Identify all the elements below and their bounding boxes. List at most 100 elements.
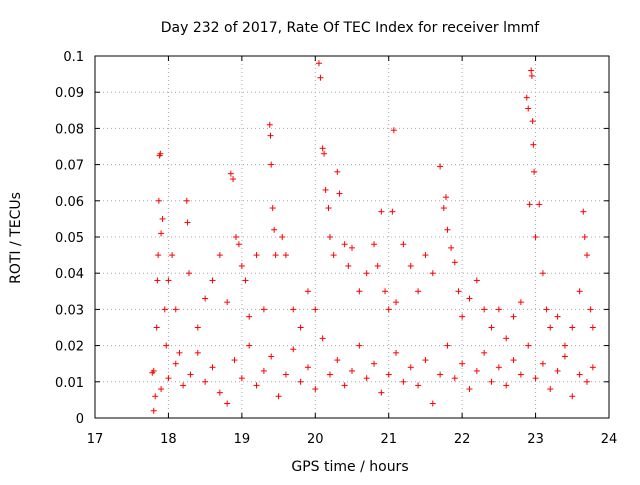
data-point: [253, 252, 260, 259]
data-point: [523, 94, 530, 101]
data-point: [202, 378, 209, 385]
y-tick-label: 0: [76, 412, 84, 427]
data-point: [569, 324, 576, 331]
data-point: [451, 259, 458, 266]
data-point: [536, 201, 543, 208]
data-point: [437, 163, 444, 170]
x-tick-label: 21: [380, 432, 397, 447]
data-point: [440, 205, 447, 212]
x-tick-labels: 17 18 19 20 21 22 23 24: [87, 432, 618, 447]
data-point: [503, 335, 510, 342]
y-axis-label: ROTI / TECUs: [8, 192, 24, 284]
chart-title: Day 232 of 2017, Rate Of TEC Index for r…: [161, 20, 541, 36]
data-point: [275, 393, 282, 400]
data-point: [158, 386, 165, 393]
x-tick-label: 20: [307, 432, 324, 447]
data-point: [580, 208, 587, 215]
data-point: [161, 306, 168, 313]
data-point: [194, 349, 201, 356]
data-point: [583, 252, 590, 259]
data-points: [149, 60, 596, 414]
data-point: [334, 168, 341, 175]
data-point: [382, 288, 389, 295]
data-point: [272, 252, 279, 259]
data-point: [282, 371, 289, 378]
data-point: [341, 241, 348, 248]
y-tick-label: 0.01: [55, 376, 84, 391]
data-point: [371, 241, 378, 248]
data-point: [531, 168, 538, 175]
data-point: [442, 194, 449, 201]
data-point: [180, 382, 187, 389]
data-point: [319, 145, 326, 152]
data-point: [152, 393, 159, 400]
data-point: [267, 132, 274, 139]
data-point: [481, 349, 488, 356]
data-point: [230, 176, 237, 183]
data-point: [216, 252, 223, 259]
data-point: [429, 400, 436, 407]
data-point: [269, 205, 276, 212]
data-point: [390, 127, 397, 134]
data-point: [554, 313, 561, 320]
data-point: [157, 150, 164, 157]
x-tick-label: 19: [234, 432, 251, 447]
data-point: [407, 262, 414, 269]
data-point: [185, 270, 192, 277]
data-point: [176, 349, 183, 356]
data-point: [224, 299, 231, 306]
data-point: [153, 324, 160, 331]
data-point: [336, 190, 343, 197]
data-point: [528, 67, 535, 74]
data-point: [312, 386, 319, 393]
data-point: [448, 244, 455, 251]
data-point: [517, 299, 524, 306]
data-point: [378, 208, 385, 215]
data-point: [532, 375, 539, 382]
data-point: [393, 299, 400, 306]
data-point: [589, 324, 596, 331]
data-point: [400, 241, 407, 248]
data-point: [315, 60, 322, 67]
y-tick-label: 0.09: [55, 86, 84, 101]
data-point: [260, 306, 267, 313]
data-point: [415, 288, 422, 295]
data-point: [155, 252, 162, 259]
data-point: [466, 386, 473, 393]
data-point: [297, 378, 304, 385]
data-point: [459, 313, 466, 320]
y-tick-label: 0.06: [55, 195, 84, 210]
y-tick-label: 0.04: [55, 267, 84, 282]
data-point: [539, 270, 546, 277]
data-point: [576, 371, 583, 378]
data-point: [587, 306, 594, 313]
data-point: [589, 364, 596, 371]
data-point: [235, 241, 242, 248]
x-tick-label: 17: [87, 432, 104, 447]
data-point: [510, 357, 517, 364]
data-point: [532, 234, 539, 240]
data-point: [444, 342, 451, 349]
data-point: [455, 288, 462, 295]
data-point: [415, 382, 422, 389]
data-point: [473, 367, 480, 374]
data-point: [282, 252, 289, 259]
x-axis-label: GPS time / hours: [291, 459, 408, 475]
data-point: [202, 295, 209, 302]
data-point: [183, 197, 190, 204]
data-point: [554, 367, 561, 374]
data-point: [543, 306, 550, 313]
data-point: [154, 277, 161, 284]
data-point: [526, 201, 533, 208]
data-point: [242, 277, 249, 284]
data-point: [326, 234, 333, 240]
y-tick-label: 0.07: [55, 159, 84, 174]
data-point: [356, 342, 363, 349]
data-point: [165, 277, 172, 284]
data-point: [253, 382, 260, 389]
data-point: [378, 389, 385, 396]
data-point: [321, 150, 328, 157]
data-point: [184, 219, 191, 226]
data-point: [539, 360, 546, 367]
